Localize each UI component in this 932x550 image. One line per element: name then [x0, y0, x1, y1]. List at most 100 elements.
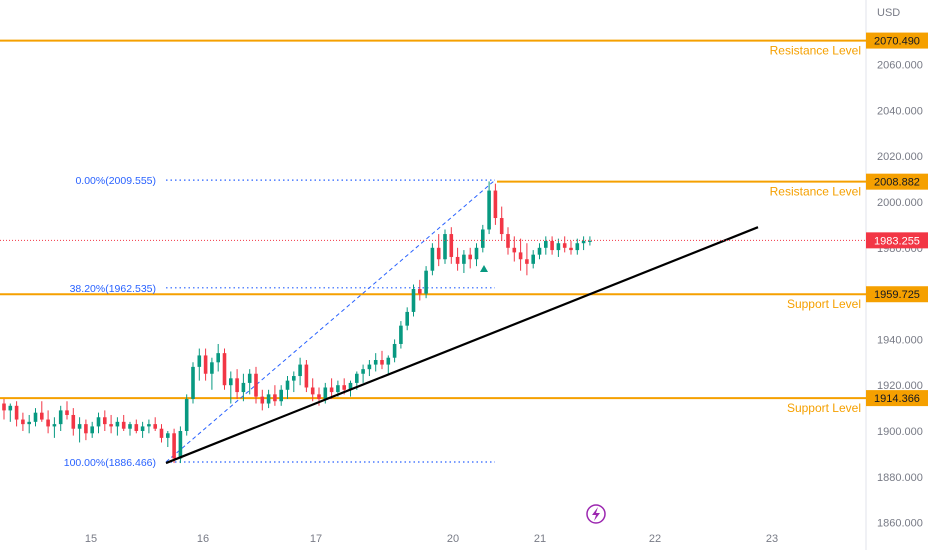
time-tick-label: 20: [447, 533, 459, 545]
candle-body: [317, 394, 321, 399]
candle-body: [52, 424, 57, 427]
candle: [411, 284, 416, 317]
candle-body: [569, 247, 573, 251]
candle: [455, 247, 460, 271]
candle-body: [241, 382, 246, 393]
candle: [581, 236, 586, 251]
fibonacci-retracement[interactable]: 0.00%(2009.555) 38.20%(1962.535) 100.00%(1…: [64, 175, 496, 469]
candle: [285, 376, 290, 399]
candle: [203, 348, 208, 381]
candle: [361, 364, 365, 383]
candle-body: [229, 378, 233, 386]
candle: [373, 353, 378, 372]
candle: [399, 321, 403, 349]
candle: [518, 238, 523, 271]
current-price-tag: [866, 232, 928, 249]
candle: [436, 234, 441, 267]
level-label: Support Level: [787, 297, 861, 311]
candle-body: [128, 424, 132, 429]
candle-body: [96, 417, 101, 427]
candle: [14, 401, 19, 427]
level-price-value: 2070.490: [874, 36, 920, 48]
candle: [46, 410, 50, 434]
candle-body: [506, 234, 510, 248]
candle-body: [21, 419, 25, 425]
candle: [562, 236, 567, 253]
candle: [172, 428, 176, 464]
candle: [222, 348, 227, 390]
time-tick-label: 22: [649, 533, 661, 545]
candle-body: [575, 243, 580, 251]
time-tick-label: 16: [197, 533, 209, 545]
candle-body: [455, 256, 460, 264]
candle-body: [493, 190, 498, 219]
candle-body: [342, 385, 346, 390]
candle: [210, 357, 214, 390]
candle-body: [512, 247, 517, 253]
candle: [569, 240, 573, 255]
horizontal-levels: Resistance Level 2070.490 Resistance Level…: [0, 32, 928, 415]
candle-body: [247, 373, 252, 383]
price-tick-label: 2040.000: [877, 105, 923, 117]
candle: [103, 410, 107, 431]
candle-body: [178, 431, 183, 459]
candle: [216, 343, 220, 372]
candle-body: [487, 190, 491, 230]
fib-level-label: 100.00%(1886.466): [64, 457, 156, 469]
candle: [544, 236, 548, 255]
candle: [273, 385, 277, 406]
price-tick-label: 1940.000: [877, 334, 923, 346]
candle-body: [33, 412, 38, 422]
candle-body: [285, 380, 290, 390]
candle: [84, 419, 88, 441]
candle: [128, 421, 132, 436]
candle: [2, 398, 6, 420]
candle: [33, 408, 38, 427]
candle-body: [109, 424, 113, 427]
candle: [430, 243, 435, 276]
candle-body: [27, 421, 31, 425]
candle: [65, 401, 69, 420]
candle: [474, 243, 479, 267]
signal-triangle-icon: [480, 265, 488, 272]
trendline[interactable]: [165, 226, 759, 465]
candle-body: [222, 353, 227, 386]
candle-body: [2, 403, 6, 411]
level-label: Resistance Level: [770, 185, 861, 199]
candle-body: [58, 410, 63, 425]
candle: [266, 389, 271, 409]
candle-body: [147, 424, 151, 427]
candle: [58, 405, 63, 431]
candle: [310, 378, 315, 402]
candle: [147, 419, 151, 434]
candle: [487, 181, 491, 235]
candle: [588, 236, 592, 246]
level-price-tag: [866, 32, 928, 49]
candle-body: [304, 364, 309, 388]
candle-body: [329, 387, 334, 393]
candle-body: [411, 289, 416, 312]
candle-body: [184, 398, 189, 431]
candle-body: [166, 433, 170, 438]
candle: [367, 360, 372, 377]
candle-body: [292, 376, 296, 381]
candle-body: [46, 419, 50, 427]
candle-body: [355, 373, 359, 383]
candle-body: [40, 412, 44, 420]
candle-body: [197, 355, 202, 367]
candle: [405, 307, 409, 331]
candle: [27, 414, 31, 434]
candle: [550, 236, 554, 255]
candle: [493, 183, 498, 225]
lightning-icon[interactable]: [586, 504, 606, 524]
candle: [191, 362, 195, 404]
candle: [556, 238, 561, 257]
candle-body: [361, 369, 365, 374]
fib-diagonal: [165, 179, 496, 463]
level-price-value: 2008.882: [874, 177, 920, 189]
candle-body: [481, 229, 485, 248]
price-tick-label: 2000.000: [877, 197, 923, 209]
level-label: Support Level: [787, 401, 861, 415]
price-tick-label: 1860.000: [877, 518, 923, 530]
